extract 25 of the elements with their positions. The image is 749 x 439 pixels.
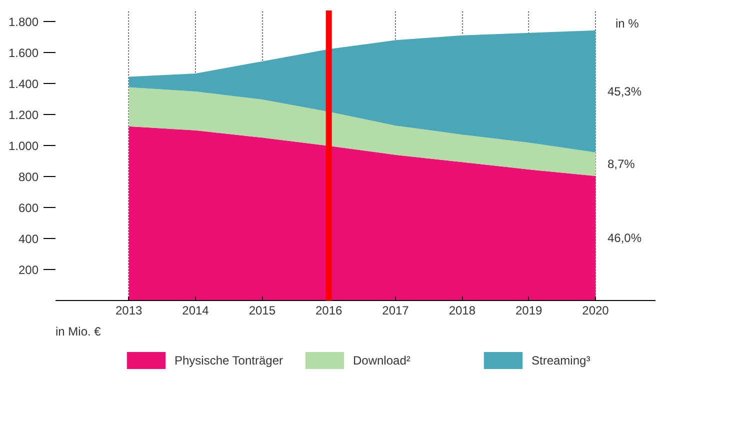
annotation: in %: [616, 16, 640, 30]
x-tick-label: 2016: [315, 304, 343, 318]
annotation: 45,3%: [608, 84, 642, 98]
x-tick-label: 2014: [182, 304, 210, 318]
y-tick-label: 1.000: [8, 138, 39, 153]
annotation: 46,0%: [608, 231, 642, 246]
legend-label: Download²: [353, 354, 410, 368]
text: in Mio. €: [56, 324, 102, 338]
y-tick-label: 200: [18, 262, 39, 277]
x-tick-label: 2018: [448, 304, 476, 318]
y-tick-label: 1.800: [8, 14, 39, 29]
x-tick-label: 2017: [382, 304, 410, 318]
y-tick-label: 1.600: [8, 46, 39, 60]
y-tick-label: 800: [18, 170, 39, 184]
legend-label: Physische Tonträger: [174, 354, 284, 368]
y-tick-label: 1.400: [8, 76, 39, 91]
y-tick-label: 1.200: [8, 108, 39, 122]
x-tick-label: 2015: [248, 304, 276, 318]
x-tick-label: 2013: [115, 304, 143, 318]
annotation: 8,7%: [608, 157, 636, 172]
y-tick-label: 400: [18, 232, 39, 246]
y-tick-label: 600: [18, 200, 39, 215]
legend-label: Streaming³: [532, 354, 590, 368]
x-tick-label: 2020: [582, 304, 610, 318]
x-tick-label: 2019: [515, 304, 543, 318]
